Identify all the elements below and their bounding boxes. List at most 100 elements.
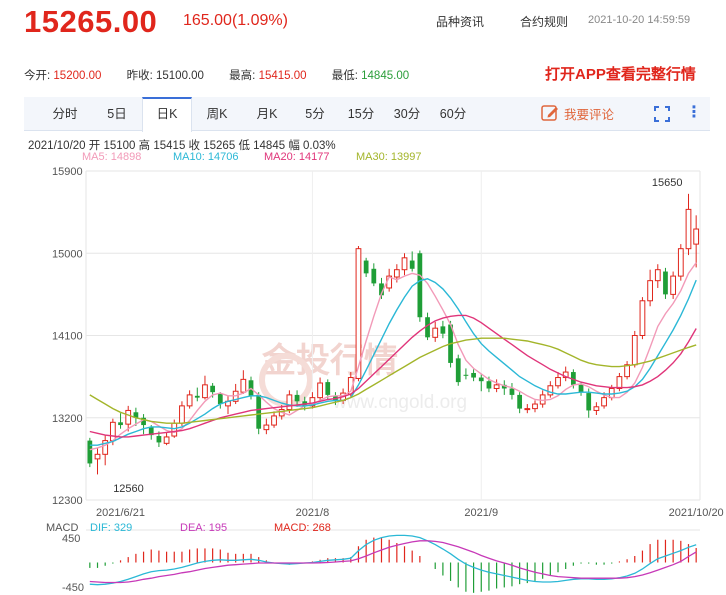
candle-body bbox=[547, 385, 554, 396]
macd-legend: MACD bbox=[46, 522, 78, 534]
nav-rules-link[interactable]: 合约规则 bbox=[520, 15, 569, 29]
macd-dea-line bbox=[89, 540, 697, 584]
candle-body bbox=[578, 384, 584, 393]
tab-15min[interactable]: 15分 bbox=[347, 107, 375, 121]
tab-60min[interactable]: 60分 bbox=[439, 107, 467, 121]
candle-body bbox=[478, 377, 484, 382]
tab-fenshi[interactable]: 分时 bbox=[52, 107, 78, 121]
candle-body bbox=[501, 384, 507, 389]
candle-body bbox=[240, 378, 247, 393]
candle-body bbox=[409, 260, 415, 269]
y-tick-label: 13200 bbox=[52, 413, 83, 425]
candle-body bbox=[94, 453, 101, 460]
nav-news-link[interactable]: 品种资讯 bbox=[436, 15, 485, 29]
candle-body bbox=[670, 275, 677, 295]
ohlc-open: 15100 bbox=[103, 140, 136, 152]
comment-button[interactable]: 我要评论 bbox=[540, 103, 614, 123]
candle-body bbox=[647, 280, 653, 302]
candle-body bbox=[417, 253, 423, 318]
open-app-link[interactable]: 打开APP查看完整行情 bbox=[545, 66, 696, 83]
candle-body bbox=[532, 403, 538, 410]
tab-5day[interactable]: 5日 bbox=[107, 107, 127, 121]
candle-body bbox=[186, 394, 193, 407]
candle-body bbox=[693, 228, 700, 245]
open-label: 今开: bbox=[24, 70, 51, 82]
candle-body bbox=[256, 394, 262, 429]
candle-body bbox=[401, 257, 408, 271]
ma20-legend: MA20: 14177 bbox=[264, 151, 330, 163]
x-tick-label: 2021/6/21 bbox=[96, 507, 145, 519]
candle-body bbox=[593, 406, 600, 411]
candle-body bbox=[102, 440, 109, 455]
candle-body bbox=[555, 377, 561, 387]
price-change: 165.00(1.09%) bbox=[183, 12, 288, 29]
edit-icon bbox=[541, 105, 558, 121]
candle-body bbox=[133, 412, 139, 418]
more-vertical-icon[interactable]: ⋮ bbox=[686, 104, 702, 121]
ma-line-ma20 bbox=[89, 314, 697, 438]
candle-body bbox=[455, 358, 461, 383]
candle-body bbox=[608, 388, 615, 399]
tab-daily-k[interactable]: 日K bbox=[142, 97, 192, 132]
candle-body bbox=[631, 335, 638, 366]
candle-body bbox=[586, 393, 592, 411]
y-tick-label: 15000 bbox=[52, 248, 83, 260]
candle-body bbox=[325, 382, 331, 395]
candle-body bbox=[363, 260, 369, 274]
candle-body bbox=[141, 417, 146, 426]
tab-5min[interactable]: 5分 bbox=[305, 107, 325, 121]
quote-header: 15265.00 165.00(1.09%) 品种资讯 合约规则 2021-10… bbox=[0, 0, 726, 50]
candle-body bbox=[317, 382, 323, 399]
candle-body bbox=[463, 374, 469, 376]
ohlc-high-label: 高 bbox=[138, 140, 151, 152]
candle-body bbox=[663, 271, 668, 295]
candle-body bbox=[148, 426, 154, 436]
ma5-legend: MA5: 14898 bbox=[82, 151, 142, 163]
y-tick-label: 12300 bbox=[52, 495, 83, 507]
ohlc-amp-label: 幅 bbox=[288, 140, 300, 152]
prev-close-value: 15100.00 bbox=[155, 70, 204, 82]
candle-body bbox=[125, 409, 132, 425]
candle-body bbox=[677, 248, 684, 277]
extreme-annotation: 15650 bbox=[652, 177, 683, 189]
y-tick-label: 15900 bbox=[52, 166, 83, 178]
fullscreen-icon[interactable] bbox=[654, 106, 670, 122]
ohlc-close: 15265 bbox=[203, 140, 236, 152]
candle-body bbox=[355, 248, 362, 379]
candle-body bbox=[471, 372, 476, 378]
last-price: 15265.00 bbox=[24, 4, 158, 39]
high-value: 15415.00 bbox=[258, 70, 307, 82]
candle-body bbox=[486, 381, 492, 389]
candle-body bbox=[539, 394, 546, 405]
candle-body bbox=[493, 384, 500, 390]
candle-body bbox=[601, 397, 607, 407]
tab-monthly-k[interactable]: 月K bbox=[256, 107, 278, 121]
candle-body bbox=[171, 422, 178, 437]
candle-body bbox=[271, 415, 277, 426]
candle-body bbox=[432, 327, 439, 338]
candle-body bbox=[654, 269, 661, 282]
candle-body bbox=[570, 372, 576, 385]
candle-body bbox=[286, 394, 293, 411]
period-tabbar: 分时 5日 日K 周K 月K 5分 15分 30分 60分 我要评论 ⋮ bbox=[24, 97, 710, 132]
candle-body bbox=[379, 283, 384, 296]
ohlc-high: 15415 bbox=[153, 140, 186, 152]
candle-body bbox=[163, 436, 170, 444]
prev-close-label: 昨收: bbox=[126, 70, 153, 82]
ohlc-open-label: 开 bbox=[88, 140, 101, 152]
tab-30min[interactable]: 30分 bbox=[393, 107, 421, 121]
x-tick-label: 2021/8 bbox=[296, 507, 330, 519]
low-value: 14845.00 bbox=[361, 70, 410, 82]
x-tick-label: 2021/9 bbox=[464, 507, 498, 519]
macd-legend: DIF: 329 bbox=[90, 522, 132, 534]
ma10-legend: MA10: 14706 bbox=[173, 151, 239, 163]
tab-weekly-k[interactable]: 周K bbox=[206, 107, 228, 121]
macd-legend: DEA: 195 bbox=[180, 522, 227, 534]
candle-body bbox=[393, 269, 400, 278]
candle-body bbox=[371, 268, 377, 284]
candle-body bbox=[509, 388, 515, 395]
stats-row: 今开: 15200.00 昨收: 15100.00 最高: 15415.00 最… bbox=[24, 67, 409, 83]
candle-body bbox=[309, 397, 316, 407]
ma-line-ma5 bbox=[89, 262, 697, 451]
